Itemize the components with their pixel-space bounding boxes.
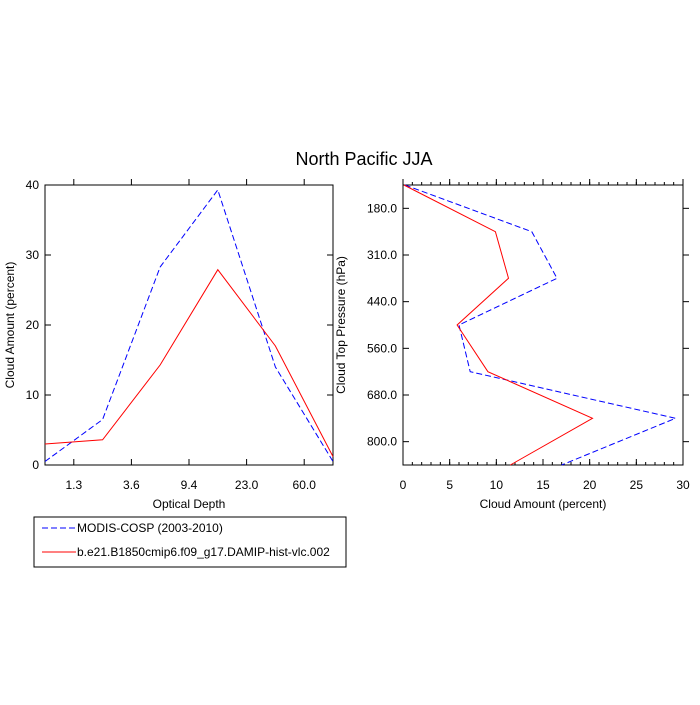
left-y-axis-label: Cloud Amount (percent)	[3, 262, 17, 389]
right-y-axis-label: Cloud Top Pressure (hPa)	[334, 256, 348, 394]
legend-label-model: b.e21.B1850cmip6.f09_g17.DAMIP-hist-vlc.…	[77, 545, 330, 559]
left-y-tick-label: 30	[26, 248, 40, 262]
left-series	[44, 188, 334, 462]
right-y-tick-label: 310.0	[367, 248, 397, 262]
left-x-tick-label: 3.6	[123, 478, 140, 492]
left-y-tick-label: 20	[26, 318, 40, 332]
right-x-tick-label: 25	[630, 478, 644, 492]
right-series-line-modis	[404, 184, 678, 466]
left-y-tick-label: 10	[26, 388, 40, 402]
chart-title: North Pacific JJA	[295, 149, 432, 169]
left-x-tick-label: 23.0	[235, 478, 259, 492]
left-x-tick-label: 60.0	[293, 478, 317, 492]
right-x-ticks: 0 5 10 15 20 25 30	[400, 179, 690, 492]
right-x-tick-label: 5	[446, 478, 453, 492]
right-x-tick-label: 20	[583, 478, 597, 492]
right-panel: 0 5 10 15 20 25 30 180.0 310.0 440.0 560.0 680.0 80…	[334, 179, 690, 511]
right-y-tick-label: 800.0	[367, 435, 397, 449]
left-y-tick-label: 40	[26, 178, 40, 192]
left-y-tick-label: 0	[32, 458, 39, 472]
legend-label-modis: MODIS-COSP (2003-2010)	[77, 521, 223, 535]
right-x-tick-label: 10	[490, 478, 504, 492]
left-series-line-modis	[44, 188, 334, 462]
left-x-ticks: 1.3 3.6 9.4 23.0 60.0	[65, 179, 316, 492]
right-y-tick-label: 680.0	[367, 388, 397, 402]
legend-box	[33, 516, 347, 568]
left-x-axis-label: Optical Depth	[153, 497, 226, 511]
right-x-tick-label: 0	[400, 478, 407, 492]
right-y-tick-label: 560.0	[367, 341, 397, 355]
right-series	[403, 184, 678, 466]
left-panel: 1.3 3.6 9.4 23.0 60.0 0 10 20 30 40 Optical Dept…	[3, 178, 334, 511]
right-x-tick-label: 30	[676, 478, 690, 492]
right-x-axis-label: Cloud Amount (percent)	[480, 497, 607, 511]
left-x-tick-label: 9.4	[181, 478, 198, 492]
right-series-line-model	[403, 184, 594, 466]
left-x-tick-label: 1.3	[65, 478, 82, 492]
right-y-tick-label: 440.0	[367, 295, 397, 309]
right-x-tick-label: 15	[536, 478, 550, 492]
left-y-ticks: 0 10 20 30 40	[26, 178, 333, 472]
left-plot-frame	[44, 184, 334, 466]
legend: MODIS-COSP (2003-2010) b.e21.B1850cmip6.…	[33, 516, 347, 568]
right-y-ticks: 180.0 310.0 440.0 560.0 680.0 800.0	[367, 201, 689, 449]
right-plot-frame	[402, 184, 684, 466]
right-y-tick-label: 180.0	[367, 201, 397, 215]
left-series-line-model	[44, 268, 334, 457]
